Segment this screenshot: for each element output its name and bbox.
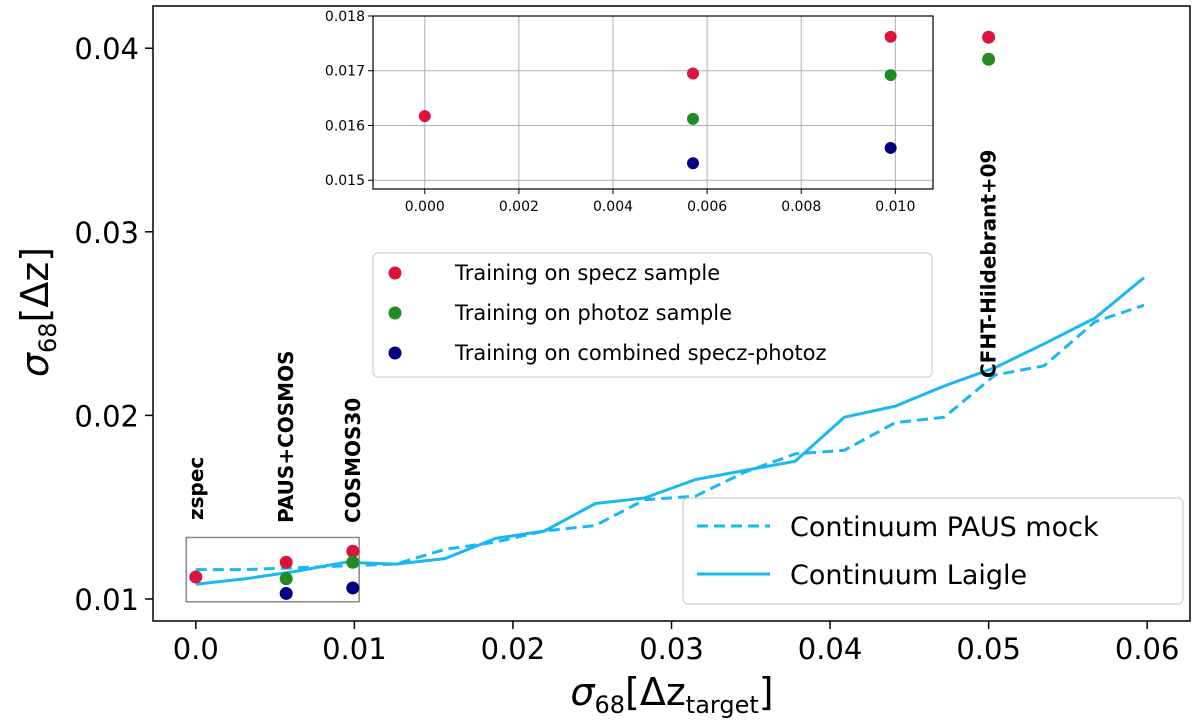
x-tick-label: 0.05 <box>956 632 1021 666</box>
legend-markers: Training on specz sample Training on phot… <box>372 252 933 378</box>
zoom-box <box>185 536 360 603</box>
inset-x-tick-label: 0.006 <box>687 199 727 215</box>
legend-marker-swatch <box>388 266 402 280</box>
inset-y-tick-label: 0.018 <box>325 9 365 25</box>
inset-data-point <box>687 157 699 170</box>
annotation-label: PAUS+COSMOS <box>274 351 298 523</box>
inset-data-point <box>884 30 897 43</box>
x-tick-label: 0.02 <box>481 632 546 666</box>
annotation-label: COSMOS30 <box>341 398 365 523</box>
inset-data-point <box>884 141 897 154</box>
x-tick-label: 0.03 <box>639 632 704 666</box>
annotation-label: CFHT-Hildebrant+09 <box>977 150 1001 378</box>
inset-data-point <box>884 69 897 82</box>
legend-marker-swatch <box>388 306 402 320</box>
x-tick-label: 0.06 <box>1115 632 1180 666</box>
inset-frame <box>372 15 934 190</box>
inset-x-tick-label: 0.010 <box>875 199 915 215</box>
legend-marker-label: Training on photoz sample <box>454 301 732 325</box>
inset-x-tick-label: 0.004 <box>593 199 633 215</box>
x-axis-label: σ68[Δztarget] <box>570 670 773 719</box>
inset-data-point <box>687 112 699 125</box>
inset-data-point <box>418 110 431 123</box>
inset-plot: 0.000 0.002 0.004 0.006 0.008 0.010 0.015 0.016… <box>325 9 934 215</box>
legend-marker-swatch <box>388 346 402 360</box>
data-point <box>982 52 996 66</box>
inset-x-tick-label: 0.002 <box>499 199 539 215</box>
legend-line-label: Continuum PAUS mock <box>790 512 1099 543</box>
legend-marker-label: Training on combined specz-photoz <box>454 341 827 365</box>
main-plot: 0.0 0.01 0.02 0.03 0.04 0.05 0.06 0.01 0.02 0.03 0… <box>74 5 1191 666</box>
data-point <box>346 544 360 558</box>
x-tick-label: 0.01 <box>322 632 387 666</box>
legend-lines-box <box>682 497 1184 605</box>
annotation-label: zspec <box>184 457 208 520</box>
inset-y-tick-label: 0.015 <box>325 173 365 189</box>
inset-background <box>373 16 933 189</box>
data-point <box>982 30 996 44</box>
y-tick-label: 0.04 <box>74 32 139 66</box>
data-point <box>346 581 360 595</box>
inset-x-tick-label: 0.000 <box>405 199 445 215</box>
y-tick-label: 0.02 <box>74 399 139 433</box>
x-tick-label: 0.04 <box>798 632 863 666</box>
inset-data-point <box>687 67 699 80</box>
data-point <box>279 586 293 600</box>
data-point <box>189 570 203 584</box>
data-point <box>279 555 293 569</box>
y-tick-label: 0.01 <box>74 583 139 617</box>
y-axis-label: σ68[Δz] <box>13 247 62 377</box>
inset-y-tick-label: 0.017 <box>325 64 365 80</box>
legend-lines: Continuum PAUS mock Continuum Laigle <box>682 497 1184 605</box>
legend-markers-box <box>372 252 933 378</box>
y-tick-label: 0.03 <box>74 216 139 250</box>
legend-line-label: Continuum Laigle <box>790 560 1027 591</box>
inset-x-tick-label: 0.008 <box>781 199 821 215</box>
inset-y-tick-label: 0.016 <box>325 118 365 134</box>
data-point <box>279 572 293 586</box>
x-tick-label: 0.0 <box>173 632 219 666</box>
legend-marker-label: Training on specz sample <box>454 261 720 285</box>
data-point <box>346 555 360 569</box>
